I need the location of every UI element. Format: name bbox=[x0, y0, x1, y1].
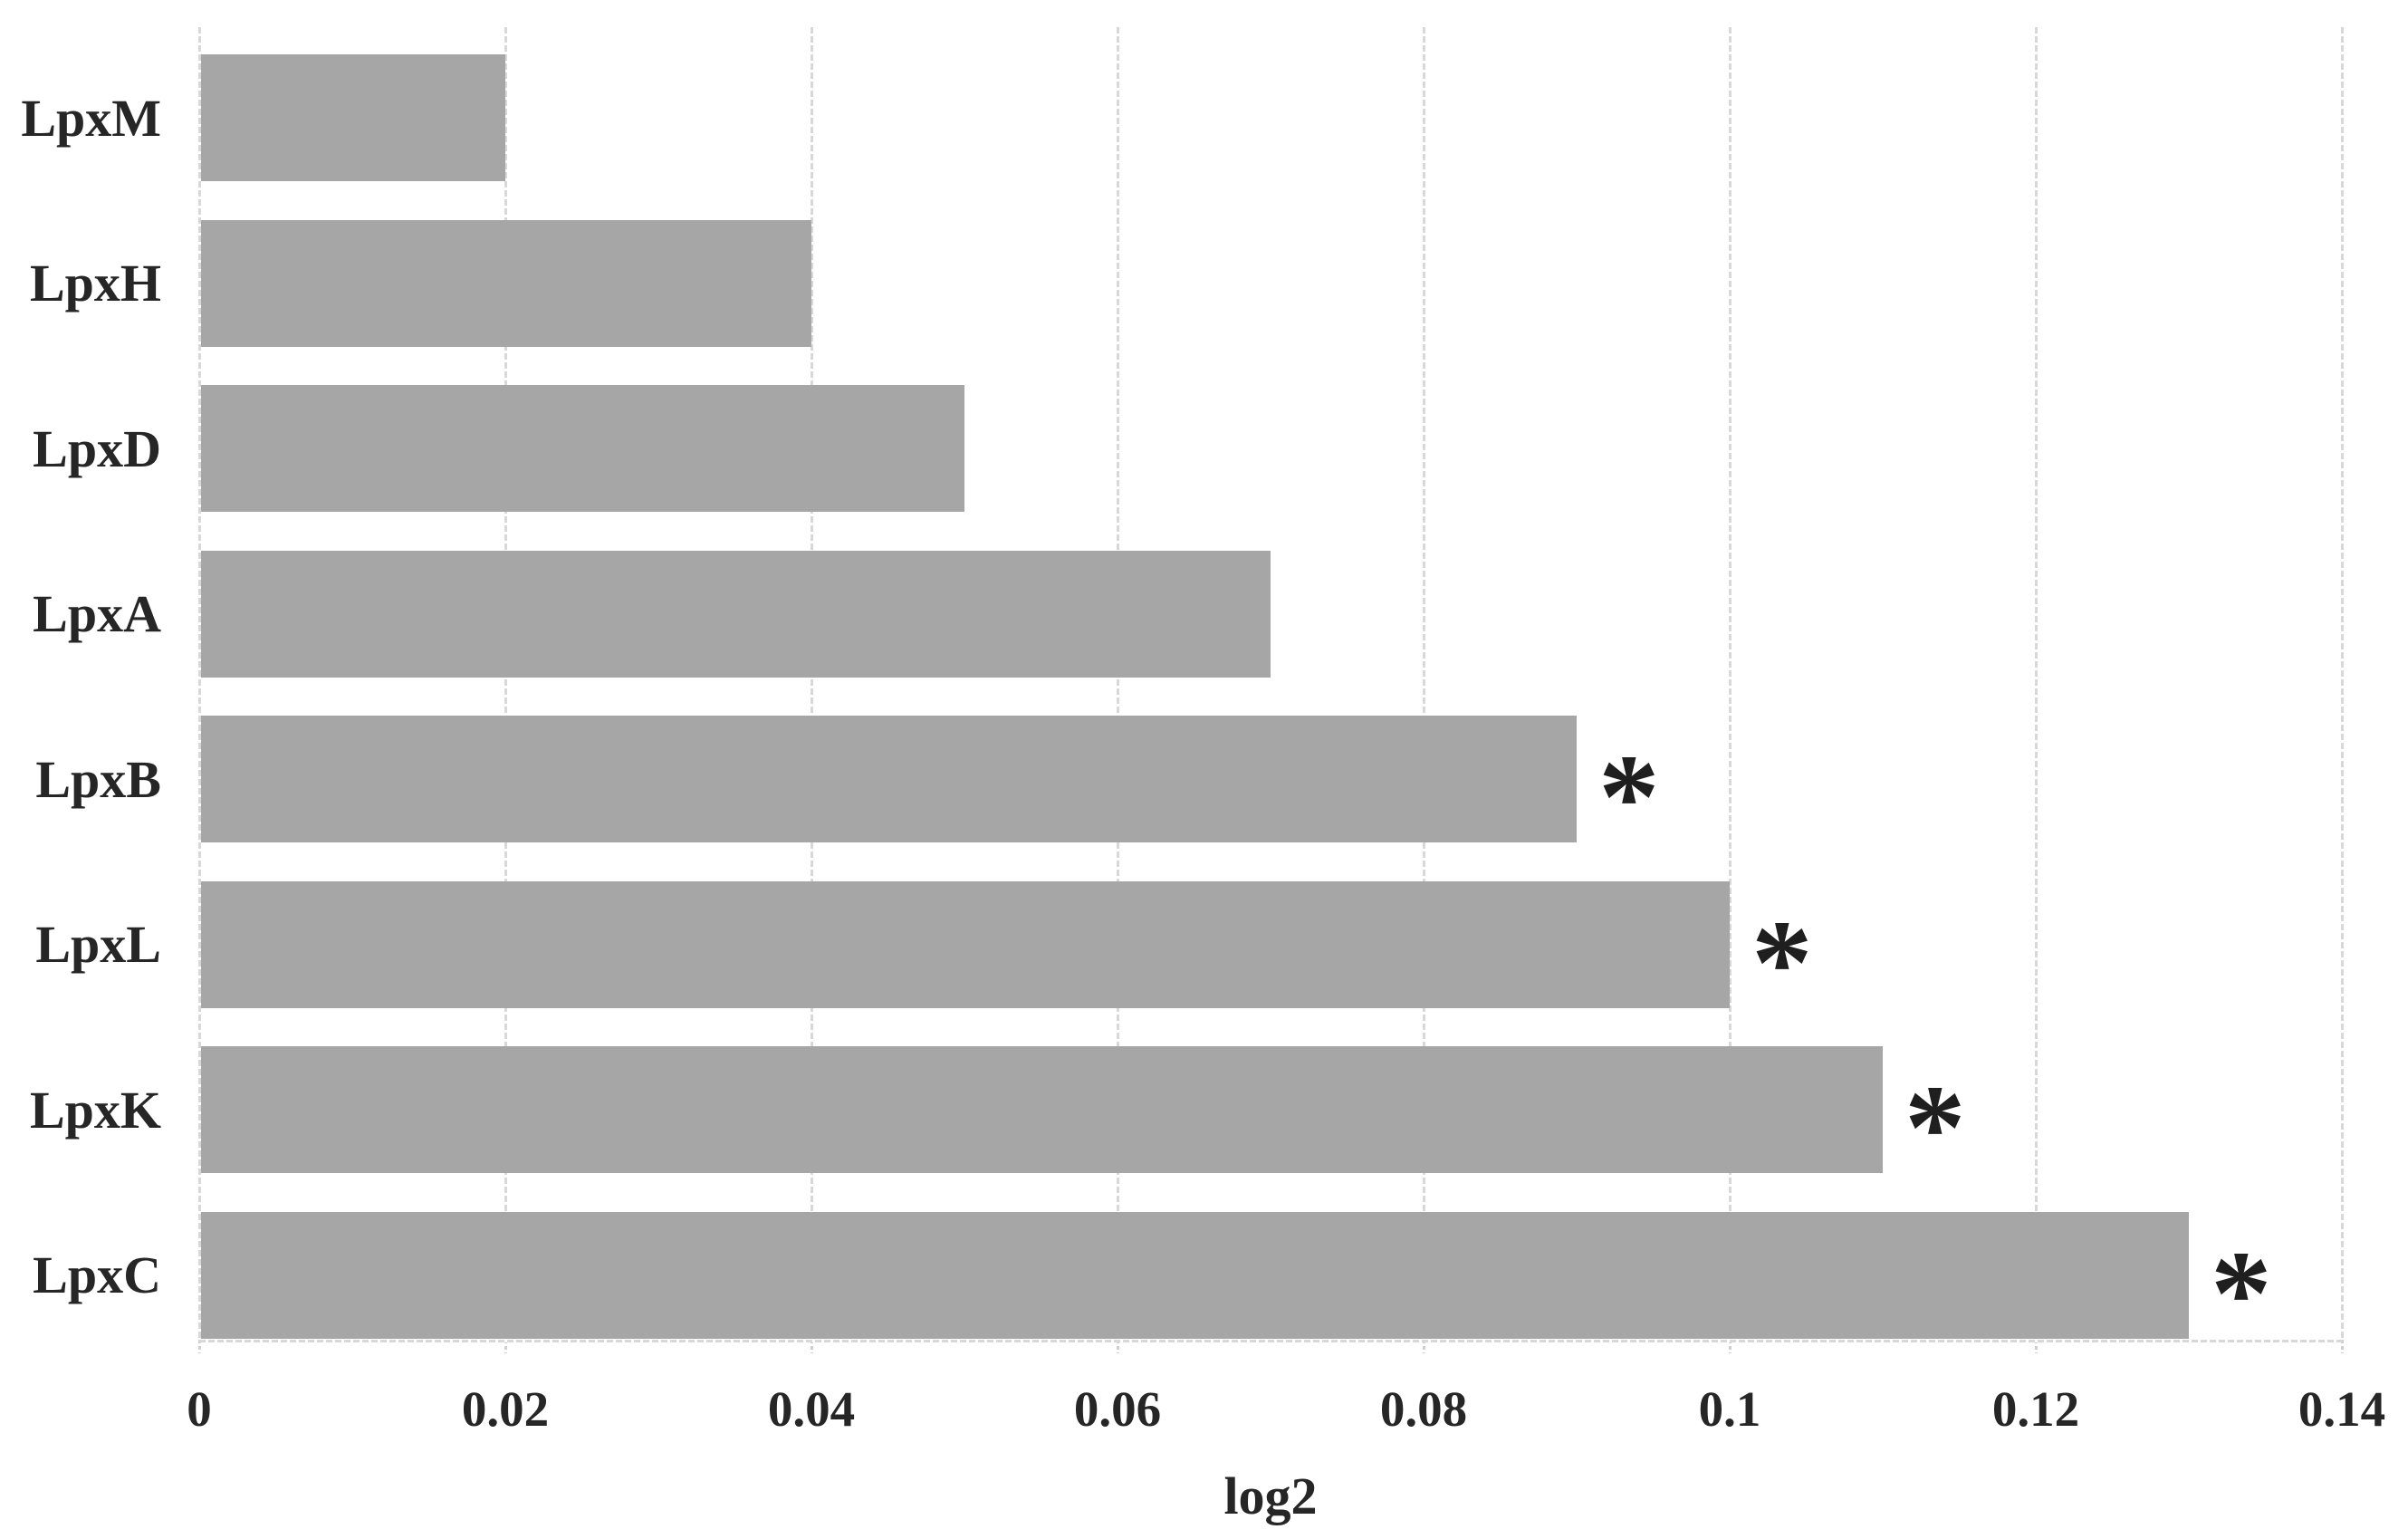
gridline bbox=[1116, 27, 1119, 1340]
bar-LpxL bbox=[199, 880, 1730, 1008]
gridline bbox=[810, 27, 813, 1340]
x-axis-tick bbox=[197, 1340, 201, 1353]
category-label: LpxH bbox=[29, 254, 161, 313]
y-axis-line bbox=[197, 27, 201, 1340]
category-label: LpxB bbox=[35, 749, 161, 809]
x-axis-tick bbox=[2340, 1340, 2344, 1353]
bar-LpxC bbox=[199, 1211, 2189, 1339]
bar-LpxA bbox=[199, 550, 1271, 678]
bar-LpxM bbox=[199, 54, 505, 181]
x-axis-tick bbox=[1116, 1340, 1119, 1353]
gridline bbox=[1422, 27, 1425, 1340]
category-label: LpxM bbox=[21, 88, 161, 148]
x-tick-label: 0.02 bbox=[461, 1381, 550, 1437]
x-axis-tick bbox=[810, 1340, 813, 1353]
x-tick-label: 0.1 bbox=[1698, 1381, 1761, 1437]
gridline bbox=[2340, 27, 2344, 1340]
x-tick-label: 0.14 bbox=[2298, 1381, 2386, 1437]
x-axis-tick bbox=[504, 1340, 507, 1353]
significance-asterisk: * bbox=[1904, 1061, 1966, 1196]
bar-LpxB bbox=[199, 716, 1577, 842]
bar-LpxK bbox=[199, 1046, 1883, 1173]
category-label: LpxL bbox=[35, 915, 161, 974]
x-axis-line bbox=[199, 1340, 2342, 1342]
category-label: LpxD bbox=[33, 418, 161, 478]
significance-asterisk: * bbox=[2211, 1226, 2272, 1361]
x-tick-label: 0.12 bbox=[1991, 1381, 2080, 1437]
bar-LpxD bbox=[199, 385, 964, 512]
significance-asterisk: * bbox=[1751, 895, 1813, 1031]
x-tick-label: 0.06 bbox=[1073, 1381, 1162, 1437]
x-axis-tick bbox=[2034, 1340, 2038, 1353]
x-tick-label: 0.04 bbox=[767, 1381, 856, 1437]
gridline bbox=[1728, 27, 1732, 1340]
bar-LpxH bbox=[199, 219, 811, 347]
gridline bbox=[2034, 27, 2038, 1340]
x-axis-title: log2 bbox=[1223, 1467, 1318, 1525]
x-axis-tick bbox=[1422, 1340, 1425, 1353]
category-label: LpxC bbox=[33, 1246, 161, 1304]
x-tick-label: 0.08 bbox=[1379, 1381, 1468, 1437]
x-axis-tick bbox=[1728, 1340, 1732, 1353]
x-tick-label: 0 bbox=[187, 1381, 212, 1437]
category-label: LpxK bbox=[29, 1080, 161, 1140]
category-label: LpxA bbox=[33, 584, 161, 643]
gridline bbox=[504, 27, 507, 1340]
significance-asterisk: * bbox=[1598, 730, 1660, 865]
